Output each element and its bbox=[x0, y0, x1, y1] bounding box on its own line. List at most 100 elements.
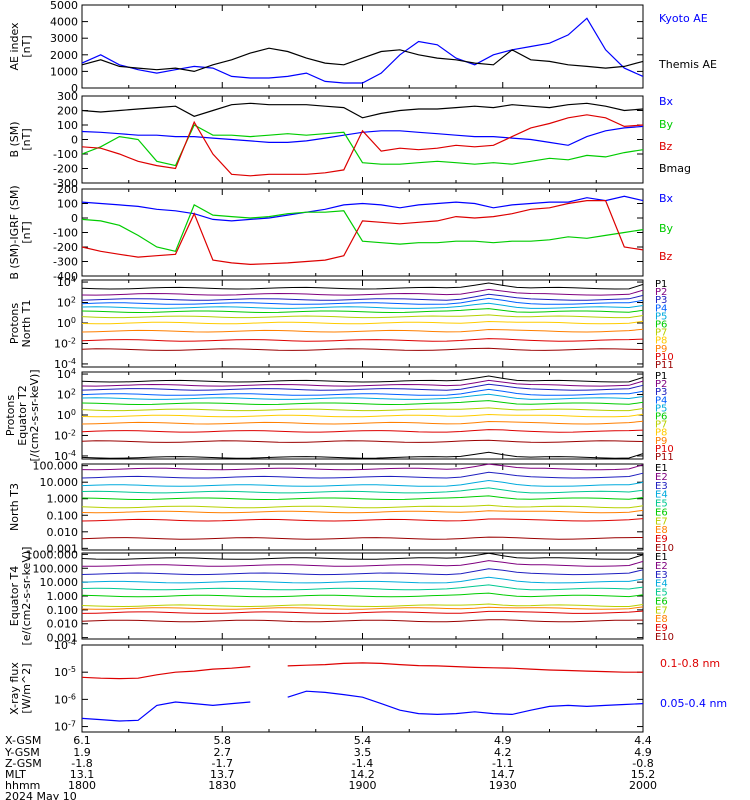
series-line-P1 bbox=[81, 375, 644, 383]
y-tick-label: 1.000 bbox=[47, 493, 79, 506]
date-label: 2024 May 10 bbox=[5, 790, 77, 800]
orbit-row-label: X-GSM bbox=[5, 734, 41, 747]
legend-E8: E8 bbox=[655, 614, 668, 625]
y-axis-label-5: Protons bbox=[4, 395, 17, 436]
orbit-row-label: Z-GSM bbox=[5, 757, 42, 770]
y-tick-label: 102 bbox=[57, 388, 76, 402]
y-tick-label: 0 bbox=[71, 134, 78, 147]
orbit-cell: 1930 bbox=[489, 779, 517, 792]
y-axis-label-8: X-ray flux bbox=[8, 662, 21, 715]
legend-P3: P3 bbox=[655, 387, 667, 398]
series-line-P2 bbox=[81, 379, 644, 387]
legend-E6: E6 bbox=[655, 596, 668, 607]
series-line-E7 bbox=[81, 504, 644, 509]
series-line-E10 bbox=[81, 536, 644, 540]
legend-E10: E10 bbox=[655, 632, 674, 643]
series-line-Bz bbox=[81, 200, 644, 266]
y-tick-label: 200 bbox=[57, 183, 78, 196]
y-tick-label: 100 bbox=[57, 316, 76, 330]
y-tick-label: 102 bbox=[57, 296, 76, 310]
y-tick-label: 300 bbox=[57, 90, 78, 103]
orbit-cell: 4.4 bbox=[634, 734, 652, 747]
legend-E9: E9 bbox=[655, 623, 668, 634]
orbit-cell: 4.2 bbox=[494, 746, 512, 759]
series-line-0.05-0.4 nm bbox=[81, 690, 644, 722]
orbit-cell: 1800 bbox=[68, 779, 96, 792]
series-line-P1 bbox=[81, 282, 644, 290]
series-line-By bbox=[81, 124, 644, 167]
series-line-P9 bbox=[81, 328, 644, 333]
legend-P4: P4 bbox=[655, 303, 667, 314]
legend-P9: P9 bbox=[655, 436, 667, 447]
y-tick-label: 0 bbox=[71, 212, 78, 225]
legend-P4: P4 bbox=[655, 395, 667, 406]
legend-P8: P8 bbox=[655, 336, 667, 347]
legend-Kyoto AE: Kyoto AE bbox=[659, 12, 708, 25]
orbit-cell: 2.7 bbox=[214, 746, 232, 759]
y-tick-label: 100 bbox=[57, 119, 78, 132]
series-line-E6 bbox=[81, 592, 644, 598]
y-tick-label: 10-4 bbox=[54, 638, 76, 652]
legend-E4: E4 bbox=[655, 490, 668, 501]
series-line-E5 bbox=[81, 487, 644, 494]
series-line-P3 bbox=[81, 383, 644, 391]
y-tick-label: 0.100 bbox=[47, 509, 79, 522]
y-tick-label: 1000.000 bbox=[26, 548, 79, 561]
series-line-P11 bbox=[81, 347, 644, 351]
panel-frame-1 bbox=[81, 4, 644, 89]
orbit-cell: 1830 bbox=[208, 779, 236, 792]
y-tick-label: -200 bbox=[53, 241, 78, 254]
legend-Bmag: Bmag bbox=[659, 162, 691, 175]
legend-P7: P7 bbox=[655, 328, 667, 339]
y-tick-label: 0.010 bbox=[47, 618, 79, 631]
orbit-cell: 5.4 bbox=[354, 734, 372, 747]
legend-E8: E8 bbox=[655, 525, 668, 536]
series-line-E7 bbox=[81, 603, 644, 608]
panel-frame-8 bbox=[81, 644, 644, 733]
orbit-cell: -1.7 bbox=[212, 757, 233, 770]
series-line-Bmag bbox=[81, 102, 644, 119]
y-tick-label: 4000 bbox=[50, 16, 78, 29]
series-line-P6 bbox=[81, 308, 644, 314]
legend-P7: P7 bbox=[655, 420, 667, 431]
y-axis-label-7: [e/(cm2-s-sr-keV)] bbox=[20, 547, 33, 646]
series-line-E2 bbox=[81, 560, 644, 567]
y-tick-label: 100.000 bbox=[33, 562, 79, 575]
series-line-P11 bbox=[81, 439, 644, 443]
series-line-P8 bbox=[81, 413, 644, 418]
series-line-E9 bbox=[81, 610, 644, 614]
y-tick-label: 0.100 bbox=[47, 604, 79, 617]
legend-Bz: Bz bbox=[659, 140, 673, 153]
y-tick-label: 0.010 bbox=[47, 526, 79, 539]
series-line-E4 bbox=[81, 576, 644, 584]
legend-Bx: Bx bbox=[659, 192, 674, 205]
series-line-Kyoto AE bbox=[81, 17, 644, 84]
y-tick-label: 104 bbox=[57, 275, 76, 289]
series-line-P5 bbox=[81, 302, 644, 309]
orbit-cell: 13.7 bbox=[210, 768, 235, 781]
y-tick-label: 3000 bbox=[50, 32, 78, 45]
y-axis-label-5: [/(cm2-s-sr-keV)] bbox=[28, 369, 41, 461]
series-line-P5 bbox=[81, 393, 644, 400]
legend-P11: P11 bbox=[655, 360, 674, 371]
series-line-E4 bbox=[81, 479, 644, 487]
orbit-cell: 6.1 bbox=[73, 734, 91, 747]
series-line-E3 bbox=[81, 471, 644, 479]
y-tick-label: 0.001 bbox=[47, 542, 79, 555]
legend-E7: E7 bbox=[655, 605, 668, 616]
series-line-Themis AE bbox=[81, 47, 644, 73]
series-line-P7 bbox=[81, 407, 644, 412]
legend-By: By bbox=[659, 222, 674, 235]
orbit-cell: 4.9 bbox=[494, 734, 512, 747]
series-line-E5 bbox=[81, 584, 644, 591]
y-tick-label: 100.000 bbox=[33, 460, 79, 473]
legend-E2: E2 bbox=[655, 472, 668, 483]
y-tick-label: 10-2 bbox=[54, 428, 76, 442]
orbit-cell: 1900 bbox=[349, 779, 377, 792]
legend-Themis AE: Themis AE bbox=[658, 58, 717, 71]
y-tick-label: -200 bbox=[53, 163, 78, 176]
series-line-E3 bbox=[81, 568, 644, 576]
y-tick-label: 0 bbox=[71, 82, 78, 95]
y-axis-label-2: [nT] bbox=[20, 128, 33, 150]
